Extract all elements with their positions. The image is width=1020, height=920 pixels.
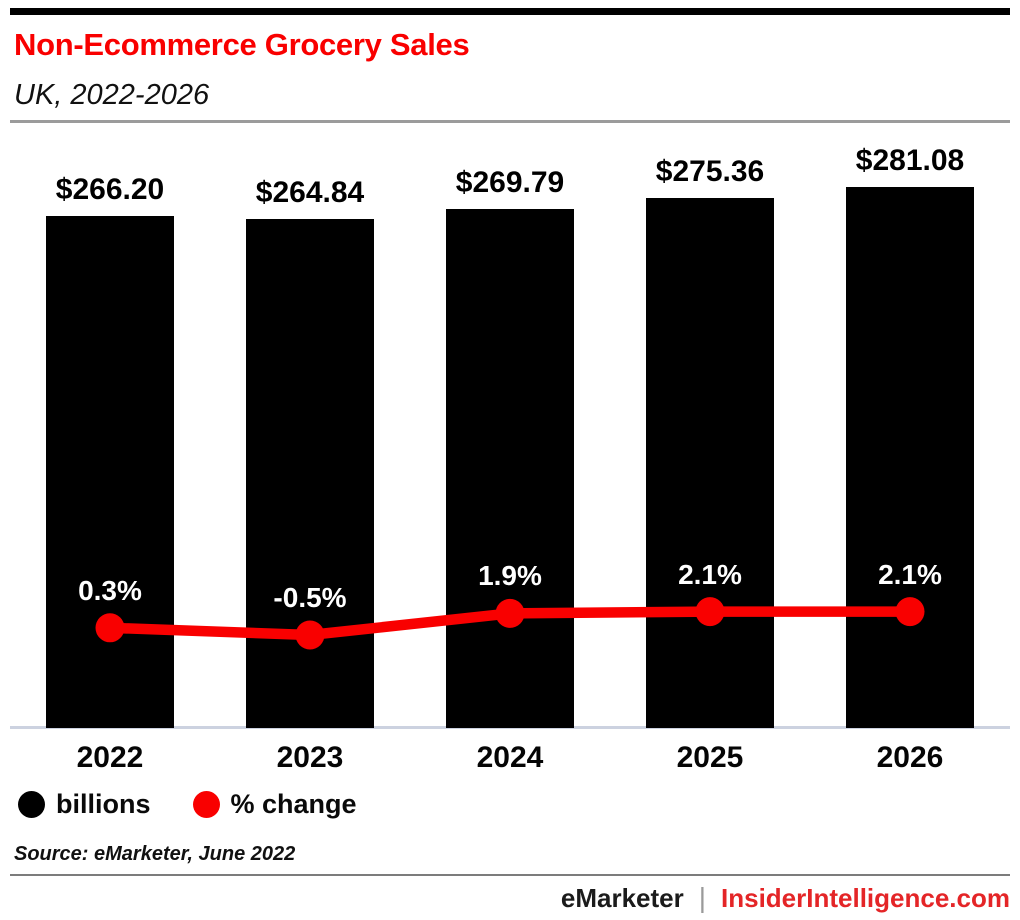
pct-change-label: 2.1% — [878, 558, 942, 590]
legend-item-pct-change: % change — [192, 789, 357, 820]
footer-separator: | — [698, 882, 707, 913]
source-note: Source: eMarketer, June 2022 — [14, 843, 296, 865]
bar-2023 — [246, 219, 374, 728]
pct-change-label: 0.3% — [78, 574, 142, 606]
bar-value-label: $281.08 — [855, 144, 965, 177]
top-rule — [10, 8, 1010, 15]
footer-divider — [10, 874, 1010, 876]
x-axis-label-2025: 2025 — [676, 741, 744, 774]
x-axis-label-2024: 2024 — [476, 741, 544, 774]
header-divider — [10, 120, 1010, 123]
bar-value-label: $269.79 — [455, 166, 565, 199]
pct-change-dot-icon — [192, 791, 220, 818]
chart-subtitle: UK, 2022-2026 — [14, 79, 210, 111]
footer-site-link[interactable]: InsiderIntelligence.com — [721, 882, 1010, 913]
chart-title: Non-Ecommerce Grocery Sales — [14, 27, 470, 62]
footer-brand: eMarketer — [560, 882, 684, 913]
pct-change-label: 1.9% — [478, 560, 542, 592]
pct-change-label: -0.5% — [273, 582, 347, 613]
x-axis-label-2022: 2022 — [76, 741, 144, 774]
billions-dot-icon — [18, 791, 45, 818]
bar-2022 — [46, 216, 174, 728]
pct-change-label: 2.1% — [678, 558, 742, 590]
bar-2026 — [846, 187, 974, 728]
bar-value-label: $266.20 — [55, 173, 165, 206]
x-axis-label-2026: 2026 — [876, 741, 944, 774]
footer: eMarketer | InsiderIntelligence.com — [561, 882, 1010, 914]
legend-label-pct-change: % change — [230, 789, 357, 819]
legend-label-billions: billions — [56, 789, 151, 819]
bar-2024 — [446, 209, 574, 728]
x-axis-label-2023: 2023 — [276, 741, 344, 774]
bar-value-label: $275.36 — [655, 155, 765, 188]
bar-value-label: $264.84 — [255, 176, 365, 209]
bar-2025 — [646, 198, 774, 728]
legend: billions % change — [18, 789, 357, 820]
legend-item-billions: billions — [18, 789, 151, 820]
